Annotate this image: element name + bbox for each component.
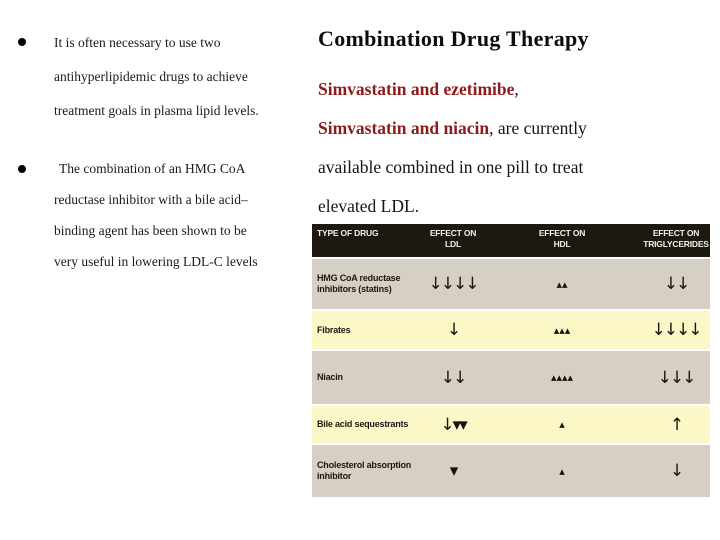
drug-combination-paragraph: Simvastatin and ezetimibe, Simvastatin a…: [318, 70, 698, 226]
ldl-effect-cell: ↓: [446, 320, 461, 340]
bullet-item-1: It is often necessary to use two antihyp…: [18, 26, 316, 128]
drug-name-cell: Fibrates: [317, 324, 351, 335]
bullet-item-2: The combination of an HMG CoA reductase …: [18, 153, 316, 277]
table-row-cholesterol-absorption-inhibitor: Cholesterol absorption inhibitor ▾ ▴ ↓: [312, 445, 710, 497]
bullet-line: antihyperlipidemic drugs to achieve: [54, 69, 248, 84]
hdl-effect-cell: ▴▴▴: [553, 323, 571, 337]
header-effect-triglycerides: EFFECT ON TRIGLYCERIDES: [642, 224, 710, 250]
paragraph-text: ,: [514, 79, 519, 99]
bullet-dot-icon: [18, 38, 26, 46]
header-effect-hdl: EFFECT ON HDL: [482, 224, 642, 250]
header-line: EFFECT ON: [538, 228, 586, 238]
header-type-of-drug: TYPE OF DRUG: [317, 228, 379, 238]
drug-name-cell: Niacin: [317, 372, 343, 382]
bullet-line: It is often necessary to use two: [54, 35, 221, 50]
triglycerides-effect-cell: ↓: [669, 461, 684, 481]
ldl-effect-cell: ▾: [449, 461, 459, 481]
drug-name-cell: Bile acid sequestrants: [317, 419, 409, 429]
table-header-row: TYPE OF DRUG EFFECT ON LDL EFFECT ON HDL…: [312, 224, 710, 257]
header-line: EFFECT ON: [429, 228, 477, 238]
bullet-2-text: The combination of an HMG CoA reductase …: [54, 153, 316, 277]
table-row-bile-acid-sequestrants: Bile acid sequestrants ↓▾▾ ▴ ↑: [312, 406, 710, 443]
paragraph-text: , are currently: [489, 118, 587, 138]
bullet-line: very useful in lowering LDL-C levels: [54, 254, 258, 269]
drug-name-ezetimibe: Simvastatin and ezetimibe: [318, 79, 515, 99]
triglycerides-effect-cell: ↓↓↓: [657, 367, 697, 388]
hdl-effect-cell: ▴: [559, 418, 565, 431]
bullet-1-text: It is often necessary to use two antihyp…: [54, 26, 316, 128]
page-title: Combination Drug Therapy: [318, 26, 589, 51]
table-row-statins: HMG CoA reductase inhibitors (statins) ↓…: [312, 259, 710, 309]
header-effect-ldl: EFFECT ON LDL: [424, 224, 482, 250]
header-line: TRIGLYCERIDES: [643, 239, 709, 249]
header-line: HDL: [553, 239, 571, 249]
bullet-line: binding agent has been shown to be: [54, 223, 247, 238]
paragraph-line: Simvastatin and ezetimibe,: [318, 70, 698, 109]
paragraph-line: elevated LDL.: [318, 196, 420, 216]
bullet-line: reductase inhibitor with a bile acid–: [54, 192, 248, 207]
drug-name-niacin: Simvastatin and niacin: [318, 118, 490, 138]
bullet-line: treatment goals in plasma lipid levels.: [54, 103, 259, 118]
drug-name-cell: Cholesterol absorption inhibitor: [317, 460, 412, 481]
triglycerides-effect-cell: ↓↓↓↓: [651, 320, 703, 340]
drug-effects-table: TYPE OF DRUG EFFECT ON LDL EFFECT ON HDL…: [312, 224, 710, 497]
header-line: LDL: [445, 239, 461, 249]
triglycerides-effect-cell: ↑: [669, 414, 684, 435]
paragraph-line: Simvastatin and niacin, are currently: [318, 109, 698, 148]
table-row-fibrates: Fibrates ↓ ▴▴▴ ↓↓↓↓: [312, 311, 710, 349]
triglycerides-effect-cell: ↓↓: [663, 274, 691, 294]
ldl-effect-cell: ↓▾▾: [440, 414, 467, 435]
hdl-effect-cell: ▴▴▴▴: [550, 371, 574, 384]
ldl-effect-cell: ↓↓: [440, 367, 468, 388]
ldl-effect-cell: ↓↓↓↓: [428, 274, 480, 294]
bullet-dot-icon: [18, 165, 26, 173]
bullet-line: The combination of an HMG CoA: [59, 161, 246, 176]
table-row-niacin: Niacin ↓↓ ▴▴▴▴ ↓↓↓: [312, 351, 710, 404]
hdl-effect-cell: ▴▴: [556, 277, 568, 291]
drug-name-cell: HMG CoA reductase inhibitors (statins): [317, 273, 401, 294]
paragraph-line: available combined in one pill to treat: [318, 157, 584, 177]
hdl-effect-cell: ▴: [559, 464, 565, 478]
header-line: EFFECT ON: [652, 228, 700, 238]
